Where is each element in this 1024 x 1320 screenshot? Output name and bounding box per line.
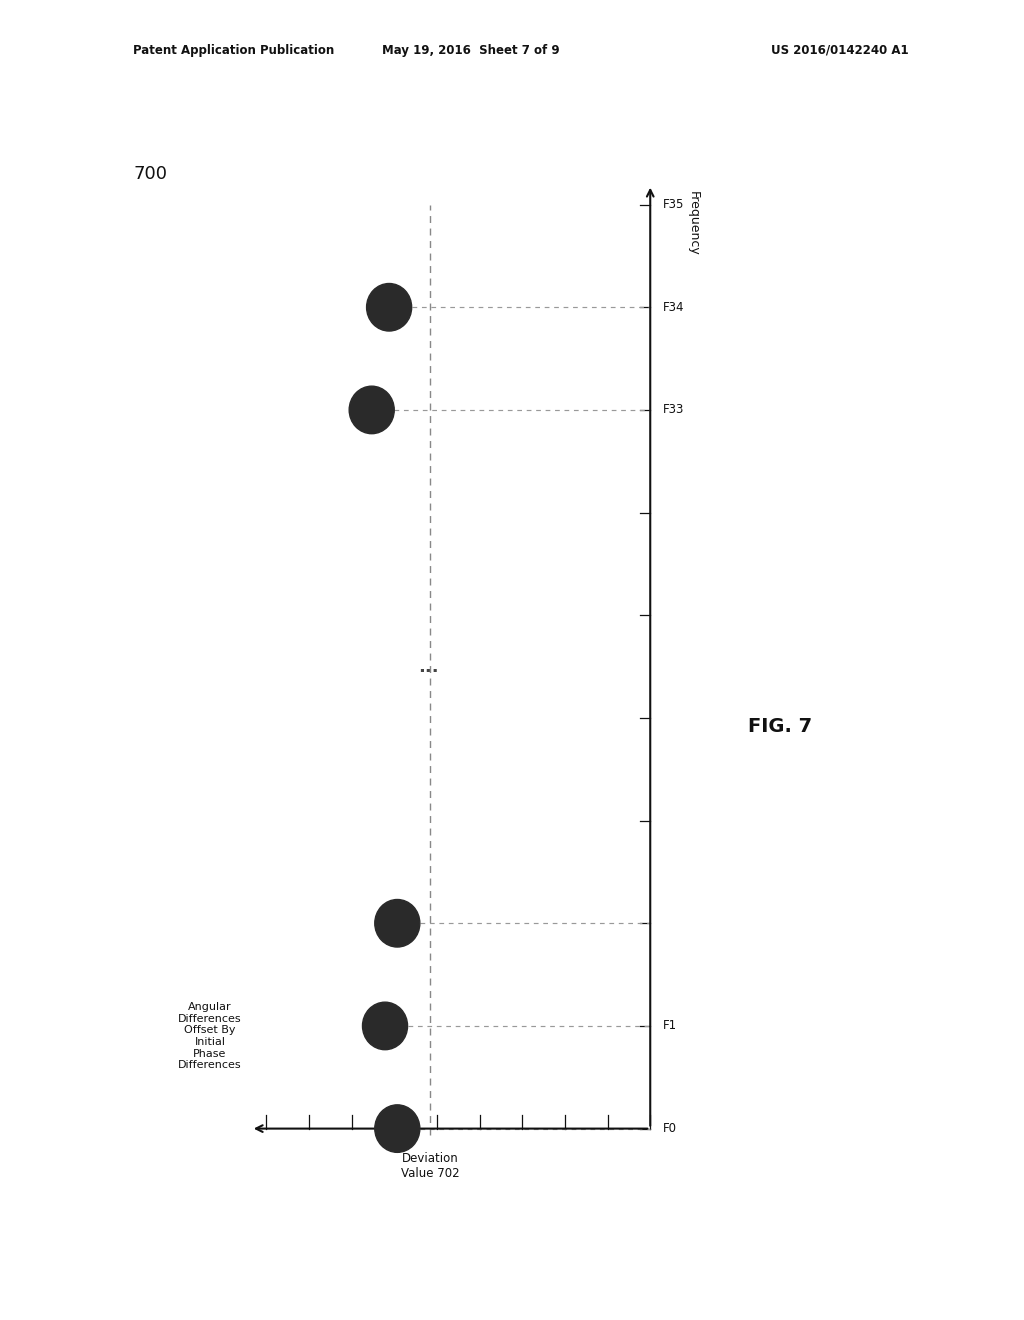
Text: F33: F33	[663, 404, 684, 416]
Text: 700: 700	[133, 165, 167, 183]
Text: Deviation
Value 702: Deviation Value 702	[400, 1152, 460, 1180]
Text: May 19, 2016  Sheet 7 of 9: May 19, 2016 Sheet 7 of 9	[382, 44, 560, 57]
Text: FIG. 7: FIG. 7	[748, 717, 812, 735]
Text: F0: F0	[663, 1122, 677, 1135]
Text: F1: F1	[663, 1019, 677, 1032]
Ellipse shape	[362, 1002, 408, 1049]
Text: F34: F34	[663, 301, 684, 314]
Text: ...: ...	[418, 657, 438, 676]
Ellipse shape	[375, 1105, 420, 1152]
Text: Frequency: Frequency	[686, 191, 699, 256]
Ellipse shape	[375, 899, 420, 946]
Text: F35: F35	[663, 198, 684, 211]
Text: Patent Application Publication: Patent Application Publication	[133, 44, 335, 57]
Ellipse shape	[349, 387, 394, 434]
Text: US 2016/0142240 A1: US 2016/0142240 A1	[771, 44, 908, 57]
Text: Angular
Differences
Offset By
Initial
Phase
Differences: Angular Differences Offset By Initial Ph…	[178, 1002, 242, 1071]
Ellipse shape	[367, 284, 412, 331]
